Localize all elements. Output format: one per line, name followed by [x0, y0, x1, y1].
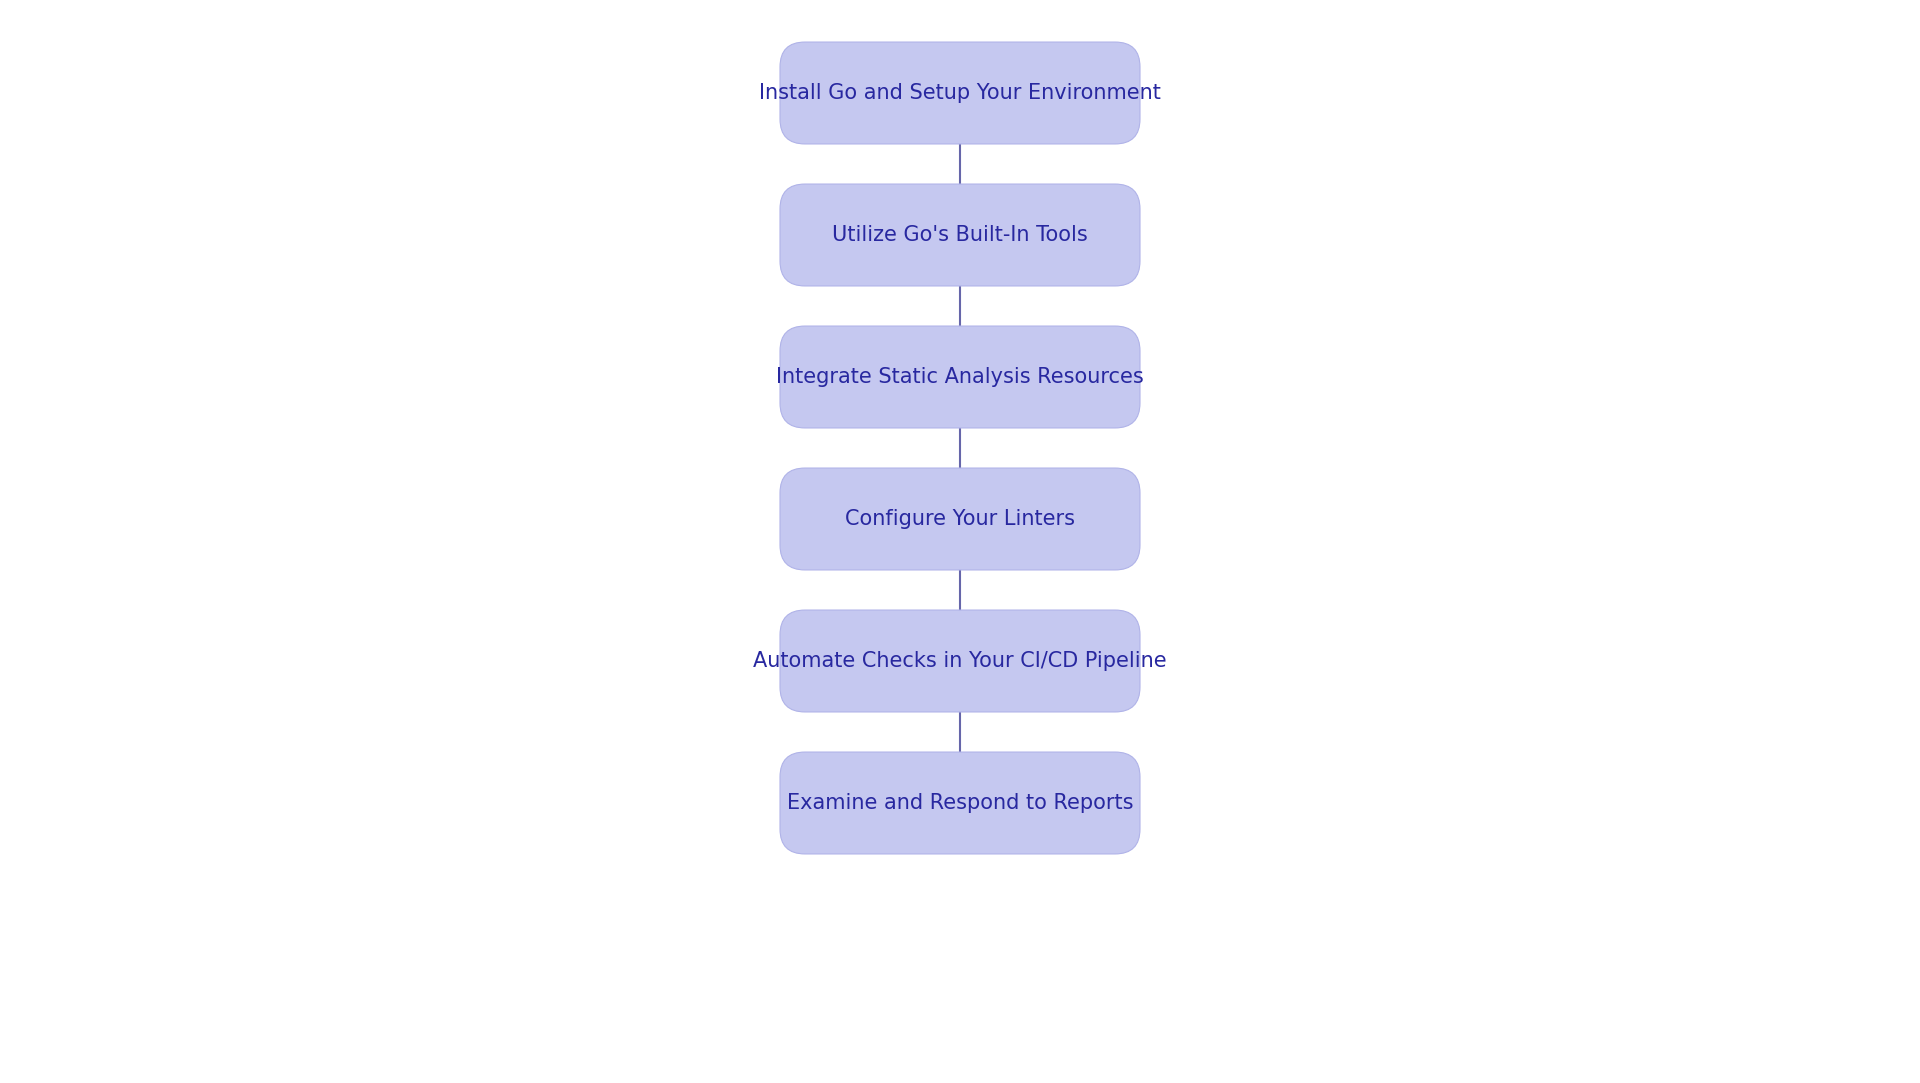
FancyBboxPatch shape: [780, 42, 1140, 144]
FancyBboxPatch shape: [780, 184, 1140, 286]
Text: Integrate Static Analysis Resources: Integrate Static Analysis Resources: [776, 367, 1144, 387]
Text: Automate Checks in Your CI/CD Pipeline: Automate Checks in Your CI/CD Pipeline: [753, 651, 1167, 671]
Text: Configure Your Linters: Configure Your Linters: [845, 509, 1075, 529]
Text: Install Go and Setup Your Environment: Install Go and Setup Your Environment: [758, 83, 1162, 103]
Text: Examine and Respond to Reports: Examine and Respond to Reports: [787, 793, 1133, 813]
FancyBboxPatch shape: [780, 752, 1140, 854]
Text: Utilize Go's Built-In Tools: Utilize Go's Built-In Tools: [831, 225, 1089, 245]
FancyBboxPatch shape: [780, 468, 1140, 570]
FancyBboxPatch shape: [780, 326, 1140, 428]
FancyBboxPatch shape: [780, 610, 1140, 712]
